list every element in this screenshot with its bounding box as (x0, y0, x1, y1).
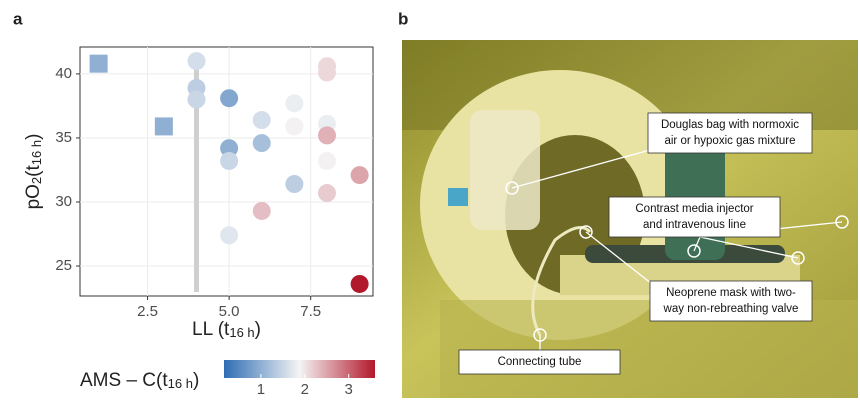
plot-area (80, 47, 373, 296)
point (220, 152, 238, 170)
colorbar-title: AMS – C(t16 h) (80, 370, 199, 391)
colorbar-tick-label: 3 (344, 381, 352, 398)
label-part: ) (193, 370, 199, 391)
colorbar-tick-label: 1 (257, 381, 265, 398)
label-part: AMS – C(t (80, 370, 168, 391)
x-tick-label: 2.5 (137, 303, 158, 320)
colorbar (224, 360, 375, 378)
point (318, 64, 336, 82)
point (187, 91, 205, 109)
annotation-text: and intravenous line (643, 219, 746, 231)
monitor (448, 188, 468, 206)
point (318, 152, 336, 170)
point (187, 52, 205, 70)
point (318, 126, 336, 144)
douglas-bag (470, 110, 540, 230)
point (253, 202, 271, 220)
annotation-text: way non-rebreathing valve (663, 303, 799, 315)
point (220, 226, 238, 244)
point (351, 166, 369, 184)
y-axis-title: pO2(t16 h) (23, 134, 44, 210)
figure: a b 2.55.07.525303540LL (t16 h)pO2(t16 h… (0, 0, 860, 400)
point-square (155, 117, 173, 135)
label-part: pO (23, 184, 44, 209)
annotation-text: Contrast media injector (635, 203, 753, 215)
y-tick-label: 30 (55, 193, 72, 210)
annotation-text: Neoprene mask with two- (666, 287, 796, 299)
label-part: 16 h (29, 140, 44, 165)
label-part: (t (23, 165, 44, 177)
point (351, 275, 369, 293)
point (318, 184, 336, 202)
y-tick-label: 35 (55, 129, 72, 146)
point (220, 89, 238, 107)
label-part: LL (t (192, 319, 230, 340)
panel-label: a (13, 9, 23, 28)
annotation-text: air or hypoxic gas mixture (664, 135, 795, 147)
annotation-text: Douglas bag with normoxic (661, 119, 799, 131)
y-tick-label: 25 (55, 257, 72, 274)
label-part: 16 h (168, 376, 193, 391)
point (285, 94, 303, 112)
point (253, 111, 271, 129)
point (285, 175, 303, 193)
x-axis-title: LL (t16 h) (192, 319, 261, 340)
point (285, 117, 303, 135)
annotation-text: Connecting tube (498, 356, 582, 368)
y-tick-label: 40 (55, 65, 72, 82)
x-tick-label: 7.5 (300, 303, 321, 320)
label-part: 2 (29, 177, 44, 184)
panel-label: b (398, 9, 408, 28)
label-part: ) (255, 319, 261, 340)
label-part: ) (23, 134, 44, 140)
point (253, 134, 271, 152)
label-part: 16 h (229, 325, 254, 340)
point-square (90, 55, 108, 73)
colorbar-tick-label: 2 (301, 381, 309, 398)
x-tick-label: 5.0 (219, 303, 240, 320)
